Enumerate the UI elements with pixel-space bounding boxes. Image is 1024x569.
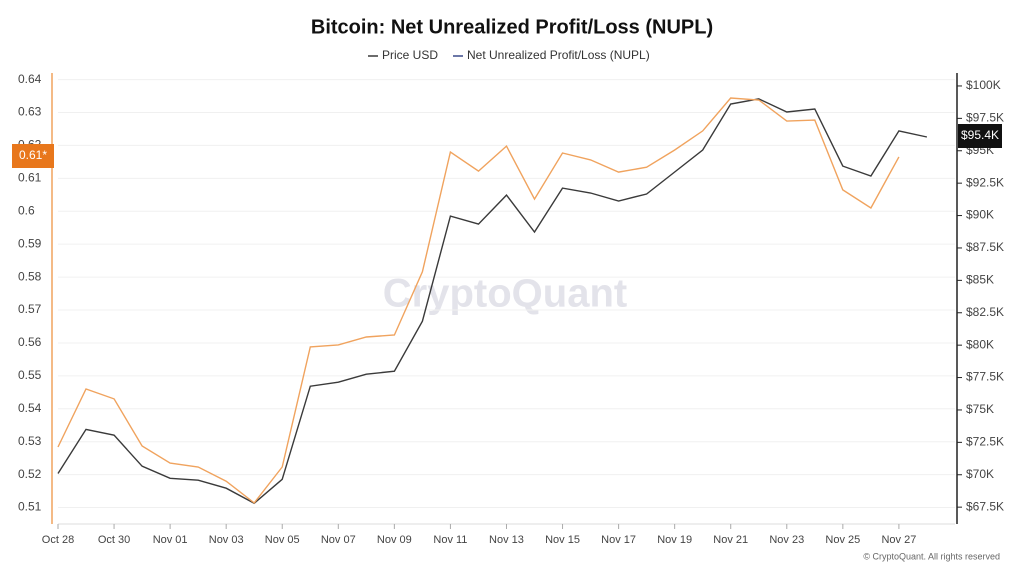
y-tick-label: 0.59 <box>18 236 42 250</box>
credit: © CryptoQuant. All rights reserved <box>863 551 1000 561</box>
watermark: CryptoQuant <box>383 272 627 316</box>
y-tick-label: 0.52 <box>18 467 42 481</box>
x-tick-label: Nov 13 <box>489 534 524 546</box>
y-tick-label: 0.61 <box>18 171 42 185</box>
series-line <box>57 98 928 505</box>
y2-tick-label: $72.5K <box>966 435 1004 449</box>
y2-tick-label: $92.5K <box>966 175 1004 189</box>
y-tick-label: 0.56 <box>18 335 42 349</box>
y2-tick-label: $80K <box>966 337 994 351</box>
y2-tick-label: $67.5K <box>966 499 1004 513</box>
y-tick-label: 0.6 <box>18 203 35 217</box>
x-tick-label: Nov 01 <box>153 534 188 546</box>
y-tick-label: 0.64 <box>18 72 42 86</box>
current-label: 0.61* <box>19 148 47 162</box>
y2-tick-label: $87.5K <box>966 240 1004 254</box>
x-tick-label: Nov 07 <box>321 534 356 546</box>
x-tick-label: Oct 30 <box>98 534 130 546</box>
x-tick-label: Nov 21 <box>713 534 748 546</box>
x-tick-label: Nov 11 <box>433 534 467 546</box>
y-tick-label: 0.53 <box>18 434 42 448</box>
y-tick-label: 0.57 <box>18 302 42 316</box>
y2-tick-label: $82.5K <box>966 305 1004 319</box>
x-tick-label: Nov 09 <box>377 534 412 546</box>
y-tick-label: 0.63 <box>18 105 42 119</box>
y2-tick-label: $77.5K <box>966 370 1004 384</box>
x-tick-label: Nov 19 <box>657 534 692 546</box>
y2-tick-label: $90K <box>966 208 994 222</box>
x-tick-label: Nov 25 <box>825 534 860 546</box>
x-tick-label: Nov 05 <box>265 534 300 546</box>
y2-tick-label: $100K <box>966 78 1001 92</box>
y-tick-label: 0.55 <box>18 368 42 382</box>
series-line <box>57 97 900 504</box>
x-tick-label: Oct 28 <box>42 534 74 546</box>
x-tick-label: Nov 17 <box>601 534 636 546</box>
legend-label: Price USD <box>382 48 438 62</box>
current-label: $95.4K <box>961 128 999 142</box>
y-tick-label: 0.54 <box>18 401 42 415</box>
y-tick-label: 0.58 <box>18 269 42 283</box>
x-tick-label: Nov 23 <box>769 534 804 546</box>
current-label-box <box>958 124 1002 148</box>
y2-tick-label: $75K <box>966 402 994 416</box>
legend-label: Net Unrealized Profit/Loss (NUPL) <box>467 48 650 62</box>
y2-tick-label: $85K <box>966 273 994 287</box>
x-tick-label: Nov 03 <box>209 534 244 546</box>
x-tick-label: Nov 27 <box>881 534 916 546</box>
x-tick-label: Nov 15 <box>545 534 580 546</box>
chart-title: Bitcoin: Net Unrealized Profit/Loss (NUP… <box>311 16 713 38</box>
y2-tick-label: $97.5K <box>966 111 1004 125</box>
y-tick-label: 0.51 <box>18 500 42 514</box>
y2-tick-label: $70K <box>966 467 994 481</box>
current-label-box <box>12 144 54 168</box>
